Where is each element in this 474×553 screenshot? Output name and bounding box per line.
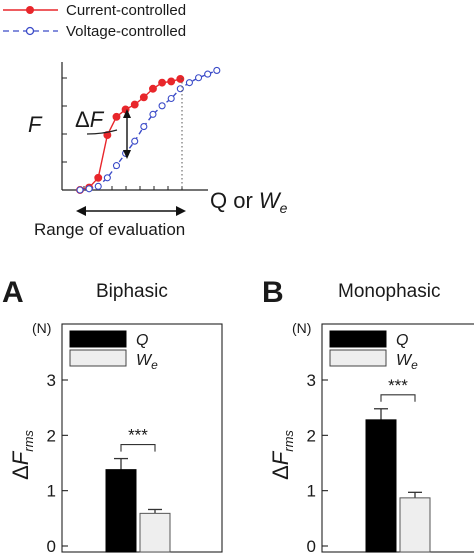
y-tick-label: 1 [47,482,56,501]
panel-letter: B [262,276,284,309]
legend-swatch-q [69,330,127,348]
panel-letter: A [2,276,24,309]
delta-f-arrowhead-down [123,150,131,159]
bar-0 [365,419,397,553]
schematic-point-1-15 [213,66,221,74]
panel-title: Biphasic [96,281,168,302]
legend-label-voltage: Voltage-controlled [66,23,186,40]
legend-label-q: Q [136,332,148,349]
significance-bracket [120,444,156,452]
schematic-series-line-0 [79,78,181,191]
significance-bracket [380,394,416,402]
schematic-point-1-10 [167,94,175,103]
y-unit: (N) [292,320,311,336]
significance-stars: *** [128,426,148,445]
legend-marker-voltage [25,26,35,36]
delta-f-label: ΔF [75,107,105,132]
schematic-point-1-2 [94,182,102,190]
schematic-point-0-4 [112,112,121,121]
range-arrowhead-left [76,206,86,216]
panel-title: Monophasic [338,281,440,302]
y-tick-label: 3 [307,371,316,390]
schematic-series-line-1 [79,69,218,191]
y-tick-label: 2 [307,426,316,445]
schematic-point-1-6 [131,137,139,145]
bar-1 [399,497,431,553]
schematic-point-0-7 [139,93,148,102]
legend-label-we: We [396,352,418,372]
delta-f-pointer [86,129,118,135]
delta-f-arrowhead-up [123,109,131,118]
schematic-point-1-0 [76,186,84,194]
schematic-point-0-6 [130,100,139,109]
y-axis-label: ΔFrms [268,430,296,480]
schematic-point-1-8 [149,110,157,118]
y-tick-label: 1 [307,482,316,501]
schematic-point-0-9 [158,78,167,87]
y-tick-label: 2 [47,426,56,445]
y-axis-label: ΔFrms [8,430,36,480]
bar-0 [105,469,137,553]
range-label: Range of evaluation [34,220,185,239]
schematic-x-label: Q or We [210,188,288,216]
schematic-point-0-10 [167,77,176,86]
legend-swatch-q [329,330,387,348]
bar-1 [139,512,171,553]
legend-label-q: Q [396,332,408,349]
legend-marker-current [26,6,34,14]
schematic-point-1-1 [85,185,93,193]
schematic-y-label: F [28,112,43,137]
y-unit: (N) [32,320,51,336]
legend-swatch-we [69,349,127,367]
schematic-point-0-11 [176,75,185,83]
significance-stars: *** [388,376,408,395]
schematic-point-1-4 [112,162,121,170]
schematic-ticks [62,77,183,190]
y-tick-label: 0 [47,537,56,553]
range-arrowhead-right [176,206,186,216]
legend-label-current: Current-controlled [66,2,186,19]
schematic-point-1-7 [140,123,148,131]
y-tick-label: 3 [47,371,56,390]
bar-panel-a: A Biphasic (N) ΔFrms 0 1 2 3 Q We *** [2,276,223,553]
schematic-point-1-9 [158,102,166,110]
schematic-point-0-2 [94,173,103,182]
schematic-legend: Current-controlled Voltage-controlled [3,2,186,40]
schematic-point-1-12 [185,79,193,87]
legend-label-we: We [136,352,158,372]
schematic-chart: Current-controlled Voltage-controlled F … [3,2,288,239]
schematic-point-1-3 [103,174,111,182]
y-tick-label: 0 [307,537,316,553]
bar-panel-b: B Monophasic (N) ΔFrms 0 1 2 3 Q We *** [262,276,474,553]
schematic-point-1-14 [204,70,212,78]
schematic-point-1-13 [195,74,203,82]
legend-swatch-we [329,349,387,367]
schematic-point-0-8 [149,84,157,93]
schematic-series [76,66,221,194]
